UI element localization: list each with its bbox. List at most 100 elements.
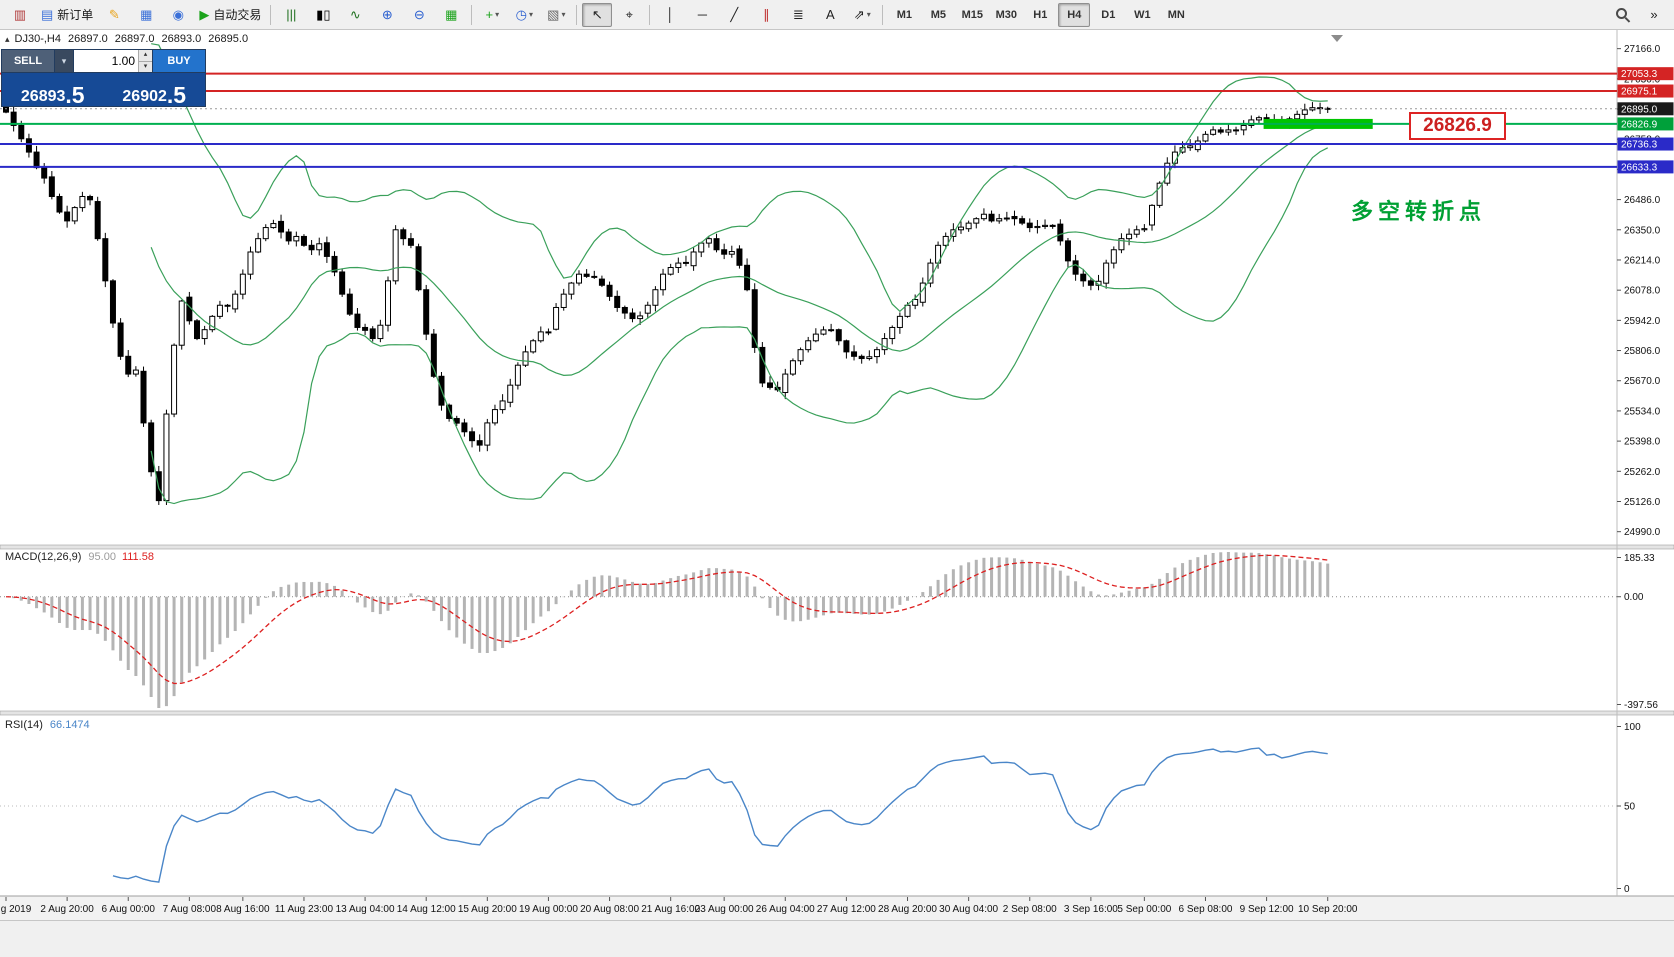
buy-price-main: 26902 (122, 88, 167, 105)
svg-text:5 Sep 00:00: 5 Sep 00:00 (1117, 904, 1171, 915)
chart-shift-marker[interactable] (1331, 35, 1343, 42)
new-order-button[interactable]: ▤ 新订单 (41, 7, 94, 22)
indicators-icon[interactable]: + ▾ (485, 7, 500, 22)
vertical-line-icon[interactable]: │ (666, 7, 675, 22)
channel-icon[interactable]: ∥ (763, 7, 770, 22)
buy-button[interactable]: BUY (153, 50, 205, 72)
svg-text:25942.0: 25942.0 (1624, 316, 1661, 327)
volume-field: ▴ ▾ (74, 50, 152, 72)
grid-icon[interactable]: ▦ (445, 7, 458, 22)
zoom-in-icon[interactable]: ⊕ (381, 7, 393, 22)
sell-price[interactable]: 26893.5 (2, 73, 104, 108)
template-icon[interactable]: ▧ ▾ (547, 7, 566, 22)
svg-text:25262.0: 25262.0 (1624, 467, 1661, 478)
svg-text:25126.0: 25126.0 (1624, 497, 1661, 508)
tf-m5-button[interactable]: M5 (930, 8, 946, 21)
macd-main-value: 95.00 (88, 551, 116, 563)
svg-text:100: 100 (1624, 722, 1641, 733)
svg-text:26350.0: 26350.0 (1624, 225, 1661, 236)
svg-text:25534.0: 25534.0 (1624, 406, 1661, 417)
svg-text:26826.9: 26826.9 (1621, 119, 1658, 130)
horizontal-line-icon[interactable]: ─ (697, 7, 707, 22)
tf-mn-button[interactable]: MN (1167, 8, 1185, 21)
tf-m1-button[interactable]: M1 (896, 8, 912, 21)
svg-text:25398.0: 25398.0 (1624, 437, 1661, 448)
svg-text:26633.3: 26633.3 (1621, 162, 1658, 173)
crosshair-icon[interactable]: ⌖ (625, 7, 633, 22)
chart-header: ▴ DJ30-,H4 26897.0 26897.0 26893.0 26895.0 (5, 33, 248, 45)
cursor-icon[interactable]: ↖ (582, 2, 613, 27)
toolbar-right: » (1606, 0, 1670, 29)
metaeditor-icon[interactable]: ✎ (108, 7, 120, 22)
macd-axis[interactable]: 185.33 0.00 -397.56 (1617, 553, 1658, 711)
price-tag-label[interactable]: 26826.9 (1409, 112, 1506, 140)
autotrading-button[interactable]: ▶ 自动交易 (199, 7, 262, 22)
volume-up-button[interactable]: ▴ (138, 50, 152, 62)
sell-button[interactable]: SELL (2, 50, 54, 72)
trendline-icon[interactable]: ╱ (730, 7, 739, 22)
search-icon[interactable] (1607, 3, 1637, 27)
volume-input[interactable] (74, 50, 138, 72)
svg-text:14 Aug 12:00: 14 Aug 12:00 (397, 904, 456, 915)
svg-text:7 Aug 08:00: 7 Aug 08:00 (163, 904, 217, 915)
toolbar-separator (471, 4, 473, 25)
tf-d1-button[interactable]: D1 (1101, 8, 1116, 21)
text-icon[interactable]: A (825, 7, 835, 22)
low-value: 26893.0 (161, 33, 202, 45)
svg-text:30 Aug 04:00: 30 Aug 04:00 (939, 904, 998, 915)
period-icon[interactable]: ◷ ▾ (515, 7, 533, 22)
rsi-name: RSI(14) (5, 719, 43, 731)
volume-down-button[interactable]: ▾ (138, 61, 152, 72)
print-icon[interactable]: ▦ (140, 7, 153, 22)
svg-text:26078.0: 26078.0 (1624, 286, 1661, 297)
line-chart-icon[interactable]: ∿ (349, 7, 361, 22)
toolbar-separator (882, 4, 884, 25)
status-bar (0, 920, 1674, 957)
turning-point-annotation: 多空转折点 (1351, 199, 1487, 224)
volume-stepper: ▴ ▾ (138, 50, 152, 72)
tf-m15-button[interactable]: M15 (961, 8, 984, 21)
tf-w1-button[interactable]: W1 (1134, 8, 1151, 21)
macd-indicator-label: MACD(12,26,9) 95.00 111.58 (5, 551, 154, 563)
open-value: 26897.0 (68, 33, 108, 45)
sell-price-main: 26893 (20, 88, 66, 105)
candlestick-chart-icon[interactable]: ▮▯ (316, 7, 331, 22)
new-chart-icon[interactable]: ▥ (13, 7, 27, 22)
panel-toggle-icon[interactable]: ▴ (5, 34, 10, 44)
svg-text:26975.1: 26975.1 (1621, 87, 1658, 98)
svg-text:-397.56: -397.56 (1624, 700, 1658, 711)
toolbar-left: ▥ ▤ 新订单 ✎ ▦ ◉ ▶ 自动交易 ||| ▮▯ ∿ ⊕ ⊖ ▦ + ▾ ◷ ▾ ▧ ▾ ↖ ⌖ │ ─ ╱ ∥ ≣ A ⇗ ▾ M1… (4, 0, 1193, 29)
rsi-axis[interactable]: 100 50 0 (1617, 722, 1641, 895)
svg-text:24990.0: 24990.0 (1624, 527, 1661, 538)
bar-chart-icon[interactable]: ||| (286, 7, 297, 22)
buy-price-frac: .5 (166, 82, 187, 108)
symbol-period-label: DJ30-,H4 (14, 33, 61, 45)
svg-text:2 Sep 08:00: 2 Sep 08:00 (1003, 904, 1057, 915)
tf-h4-button[interactable]: H4 (1058, 2, 1091, 27)
macd-name: MACD(12,26,9) (5, 551, 82, 563)
rsi-indicator-label: RSI(14) 66.1474 (5, 719, 90, 731)
order-type-dropdown[interactable]: ▾ (55, 50, 73, 72)
macd-pane (0, 552, 1617, 708)
svg-text:19 Aug 00:00: 19 Aug 00:00 (519, 904, 578, 915)
svg-text:3 Sep 16:00: 3 Sep 16:00 (1064, 904, 1118, 915)
tf-m30-button[interactable]: M30 (995, 8, 1018, 21)
fibonacci-icon[interactable]: ≣ (792, 7, 804, 22)
buy-price[interactable]: 26902.5 (104, 73, 206, 108)
svg-text:20 Aug 08:00: 20 Aug 08:00 (580, 904, 639, 915)
sound-icon[interactable]: ◉ (172, 7, 184, 22)
arrow-tools-icon[interactable]: ⇗ ▾ (853, 7, 871, 22)
zoom-out-icon[interactable]: ⊖ (413, 7, 425, 22)
overflow-icon[interactable]: » (1650, 7, 1658, 22)
svg-text:10 Sep 20:00: 10 Sep 20:00 (1298, 904, 1358, 915)
svg-text:9 Sep 12:00: 9 Sep 12:00 (1240, 904, 1294, 915)
close-value: 26895.0 (208, 33, 249, 45)
svg-text:2 Aug 20:00: 2 Aug 20:00 (40, 904, 94, 915)
tf-h1-button[interactable]: H1 (1033, 8, 1048, 21)
time-axis[interactable]: 1 Aug 2019 2 Aug 20:00 6 Aug 00:00 7 Aug 08… (0, 896, 1674, 921)
svg-text:6 Sep 08:00: 6 Sep 08:00 (1179, 904, 1233, 915)
price-axis[interactable]: 24990.0 25126.0 25262.0 25398.0 25534.0 25670… (1617, 44, 1674, 538)
svg-text:27 Aug 12:00: 27 Aug 12:00 (817, 904, 876, 915)
level-lines-group[interactable] (0, 72, 1617, 168)
